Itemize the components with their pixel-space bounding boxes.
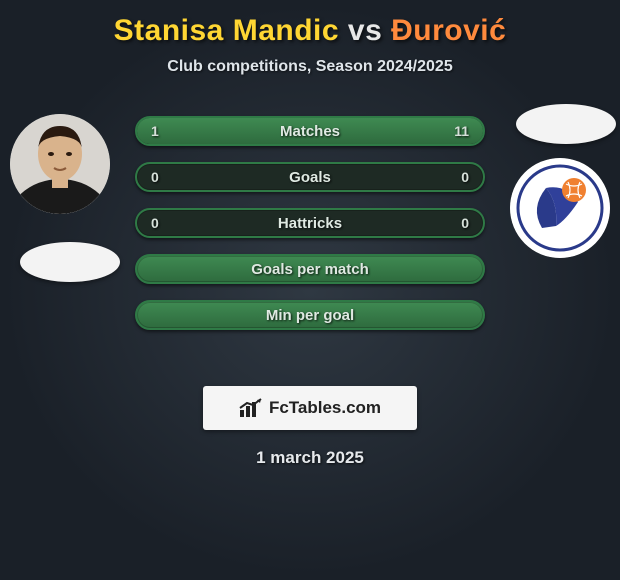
stat-label: Goals — [137, 164, 483, 190]
stat-row: 111Matches — [135, 116, 485, 146]
stat-bars: 111Matches 00Goals 00Hattricks Goals per ma… — [135, 116, 485, 330]
comparison-content: 111Matches 00Goals 00Hattricks Goals per ma… — [0, 116, 620, 376]
stat-row: Min per goal — [135, 300, 485, 330]
stat-label: Hattricks — [137, 210, 483, 236]
attribution-text: FcTables.com — [269, 398, 381, 418]
player1-avatar — [10, 114, 110, 214]
date: 1 march 2025 — [0, 448, 620, 468]
player2-name: Đurović — [391, 14, 506, 47]
player1-name: Stanisa Mandic — [114, 14, 339, 47]
player2-badge — [516, 104, 616, 144]
player1-badge — [20, 242, 120, 282]
chart-icon — [239, 398, 263, 418]
stat-label: Goals per match — [137, 256, 483, 282]
comparison-title: Stanisa Mandic vs Đurović — [0, 0, 620, 48]
stat-label: Min per goal — [137, 302, 483, 328]
stat-row: Goals per match — [135, 254, 485, 284]
vs-label: vs — [348, 14, 382, 47]
player2-avatar — [510, 158, 610, 258]
stat-row: 00Goals — [135, 162, 485, 192]
stat-row: 00Hattricks — [135, 208, 485, 238]
attribution: FcTables.com — [203, 386, 417, 430]
subtitle: Club competitions, Season 2024/2025 — [0, 58, 620, 76]
stat-label: Matches — [137, 118, 483, 144]
